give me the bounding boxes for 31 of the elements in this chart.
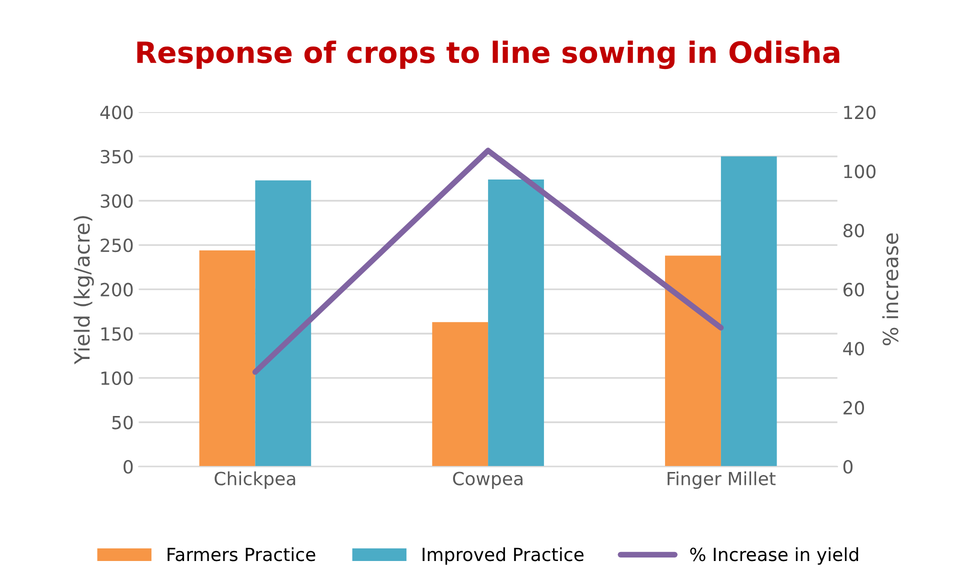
y-tick-label: 350	[100, 150, 133, 164]
y2-axis-title: % increase	[882, 233, 898, 346]
y2-tick-label: 100	[844, 164, 876, 178]
legend-label: Improved Practice	[422, 547, 584, 565]
y-tick-label: 400	[100, 106, 133, 120]
y2-tick-label: 120	[844, 106, 876, 120]
y-tick-label: 0	[124, 460, 133, 474]
chart-title: Response of crops to line sowing in Odisha	[137, 40, 840, 70]
x-tick-label: Cowpea	[453, 472, 522, 489]
y2-tick-label: 40	[843, 342, 864, 356]
legend-label: % Increase in yield	[690, 547, 858, 565]
y-tick-label: 100	[101, 371, 133, 386]
bar	[665, 256, 721, 467]
y-tick-label: 50	[112, 416, 133, 430]
bar	[199, 250, 256, 467]
bar	[432, 322, 488, 467]
bar	[720, 156, 777, 467]
y2-tick-label: 0	[843, 460, 853, 474]
bar	[488, 179, 544, 467]
y-axis-title: Yield (kg/acre)	[74, 216, 94, 364]
y2-tick-label: 20	[844, 400, 864, 415]
y-tick-label: 200	[100, 282, 133, 296]
y2-tick-label: 60	[843, 282, 864, 296]
y2-tick-label: 80	[843, 224, 864, 238]
x-tick-label: Chickpea	[214, 471, 296, 489]
y-tick-label: 250	[100, 238, 133, 252]
bar	[255, 180, 312, 467]
y-tick-label: 300	[100, 194, 133, 208]
x-tick-label: Finger Millet	[668, 471, 776, 489]
legend-label: Farmers Practice	[168, 547, 316, 562]
y-tick-label: 150	[101, 327, 133, 341]
